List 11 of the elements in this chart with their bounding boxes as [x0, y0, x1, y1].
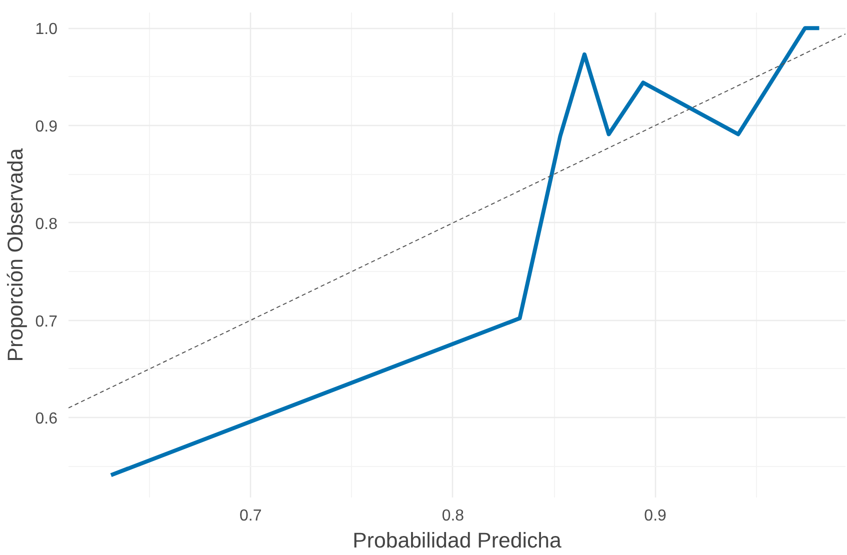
y-tick-label: 0.6	[35, 410, 58, 428]
line-series	[108, 26, 822, 478]
y-tick-label: 0.7	[35, 313, 58, 330]
y-axis-title: Proporción Observada	[3, 148, 28, 362]
x-tick-label: 0.8	[442, 508, 464, 524]
y-tick-label: 0.8	[35, 216, 58, 233]
y-tick-label: 1.0	[35, 21, 58, 38]
x-tick-label: 0.7	[239, 508, 262, 524]
x-axis-title: Probabilidad Predicha	[352, 528, 562, 552]
y-tick-label: 0.9	[35, 118, 58, 136]
x-tick-label: 0.9	[644, 508, 667, 524]
